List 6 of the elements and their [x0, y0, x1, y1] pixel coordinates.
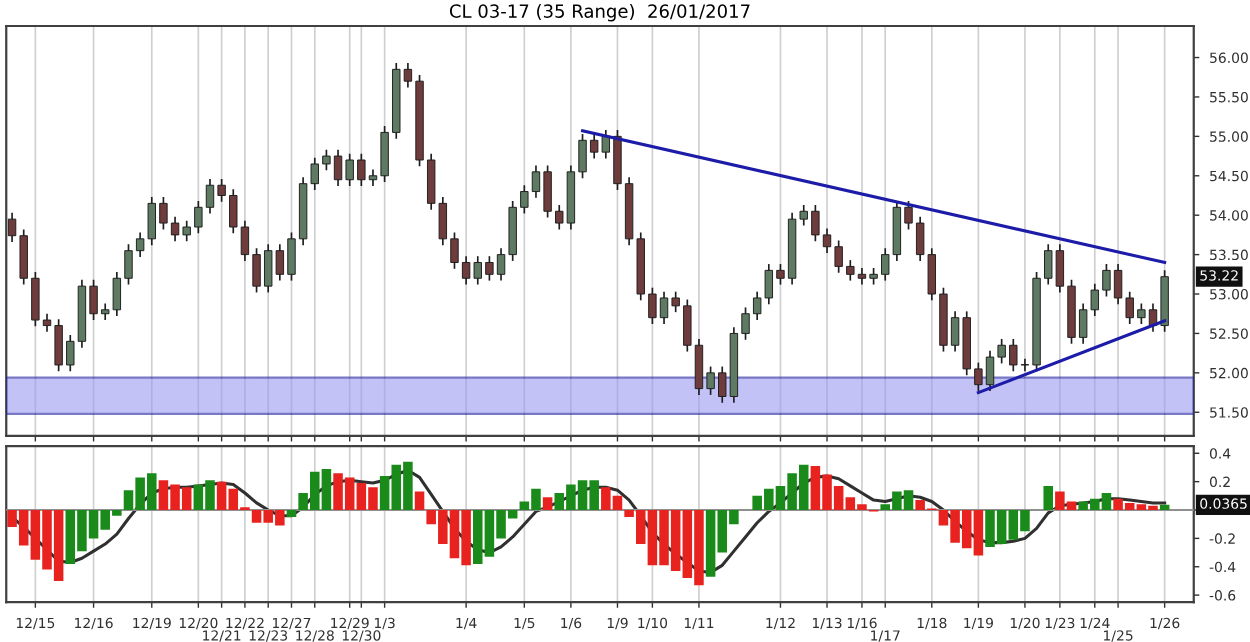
bar	[1159, 504, 1170, 511]
bar	[1043, 485, 1053, 511]
bar	[414, 491, 425, 511]
bar	[286, 510, 297, 518]
bar	[542, 497, 553, 511]
chart-title: CL 03-17 (35 Range) 26/01/2017	[449, 3, 750, 22]
